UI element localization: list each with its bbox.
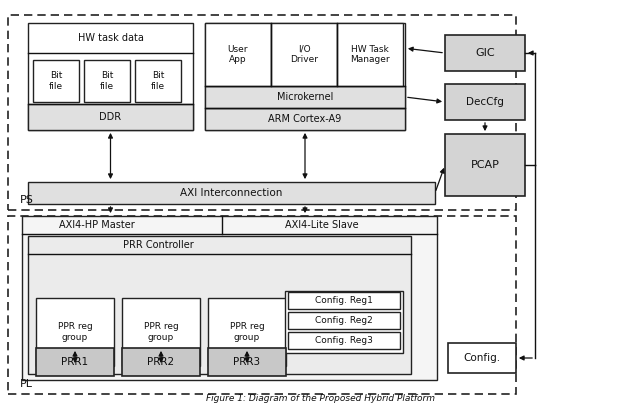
Bar (285, 291, 403, 353)
Text: DecCfg: DecCfg (466, 97, 504, 107)
Text: DDR: DDR (100, 112, 121, 122)
Text: Bit
file: Bit file (151, 71, 165, 91)
Bar (135, 60, 181, 102)
Bar (445, 134, 525, 196)
Bar (36, 298, 114, 366)
Bar (445, 35, 525, 71)
Bar (28, 236, 411, 374)
Bar (445, 84, 525, 120)
Text: Config. Reg1: Config. Reg1 (315, 296, 373, 305)
Bar (288, 332, 400, 349)
Text: AXI4-HP Master: AXI4-HP Master (59, 220, 135, 230)
Text: Figure 1: Diagram of the Proposed Hybrid Platform: Figure 1: Diagram of the Proposed Hybrid… (207, 394, 435, 403)
Text: PPR reg
group: PPR reg group (230, 322, 265, 342)
Text: AXI Interconnection: AXI Interconnection (180, 188, 282, 198)
Bar (288, 312, 400, 329)
Text: ARM Cortex-A9: ARM Cortex-A9 (268, 114, 342, 124)
Text: PS: PS (20, 195, 34, 205)
Text: PPR reg
group: PPR reg group (144, 322, 178, 342)
Bar (8, 15, 516, 210)
Bar (205, 23, 405, 130)
Bar (122, 348, 200, 376)
Text: GIC: GIC (475, 48, 495, 58)
Text: Config. Reg2: Config. Reg2 (315, 316, 373, 325)
Text: PRR3: PRR3 (234, 357, 261, 367)
Text: PRR Controller: PRR Controller (123, 240, 193, 250)
Text: HW Task
Manager: HW Task Manager (350, 45, 390, 64)
Bar (122, 298, 200, 366)
Bar (28, 23, 193, 130)
Bar (205, 108, 405, 130)
Text: Config. Reg3: Config. Reg3 (315, 336, 373, 345)
Bar (36, 348, 114, 376)
Text: Bit
file: Bit file (100, 71, 114, 91)
Bar (205, 23, 271, 86)
Bar (208, 348, 286, 376)
Text: User
App: User App (228, 45, 248, 64)
Text: PRR2: PRR2 (148, 357, 175, 367)
Bar (22, 216, 437, 380)
Text: PRR1: PRR1 (62, 357, 89, 367)
Text: PL: PL (20, 379, 33, 389)
Bar (84, 60, 130, 102)
Text: PCAP: PCAP (471, 160, 499, 170)
Bar (271, 23, 337, 86)
Text: PPR reg
group: PPR reg group (58, 322, 92, 342)
Text: HW task data: HW task data (78, 33, 143, 43)
Text: Bit
file: Bit file (49, 71, 63, 91)
Bar (337, 23, 403, 86)
Bar (33, 60, 79, 102)
Bar (28, 182, 435, 204)
Bar (448, 343, 516, 373)
Text: I/O
Driver: I/O Driver (290, 45, 318, 64)
Text: Microkernel: Microkernel (277, 92, 333, 102)
Bar (208, 298, 286, 366)
Bar (288, 292, 400, 309)
Bar (8, 216, 516, 394)
Bar (205, 86, 405, 108)
Text: AXI4-Lite Slave: AXI4-Lite Slave (285, 220, 359, 230)
Text: Config.: Config. (464, 353, 501, 363)
Bar (28, 104, 193, 130)
